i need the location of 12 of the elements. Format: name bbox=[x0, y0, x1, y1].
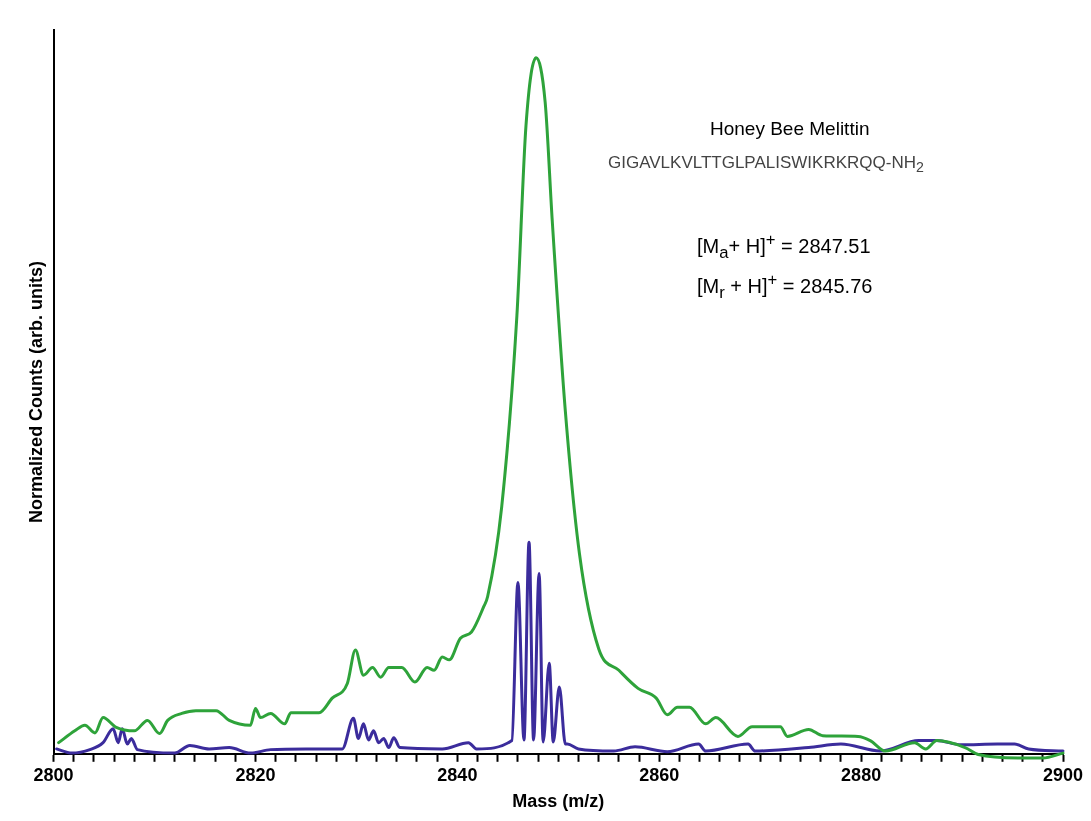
x-tick-label: 2820 bbox=[235, 764, 276, 785]
x-tick-label: 2840 bbox=[437, 764, 478, 785]
x-tick-label: 2860 bbox=[639, 764, 680, 785]
annotation: Honey Bee Melittin bbox=[710, 118, 870, 140]
x-tick-label: 2800 bbox=[33, 764, 74, 785]
y-axis-title: Normalized Counts (arb. units) bbox=[25, 260, 46, 523]
annotation: [M$_{a}$+ H]$^{+}$ = 2847.51 bbox=[697, 230, 871, 263]
annotation: GIGAVLKVLTTGLPALISWIKRKRQQ-NH$_{2}$ bbox=[608, 153, 924, 176]
annotation: [M$_{r}$ + H]$^{+}$ = 2845.76 bbox=[697, 270, 873, 303]
x-tick-label: 2900 bbox=[1042, 764, 1084, 785]
x-tick-label: 2880 bbox=[841, 764, 882, 785]
x-axis-title: Mass (m/z) bbox=[512, 791, 605, 812]
